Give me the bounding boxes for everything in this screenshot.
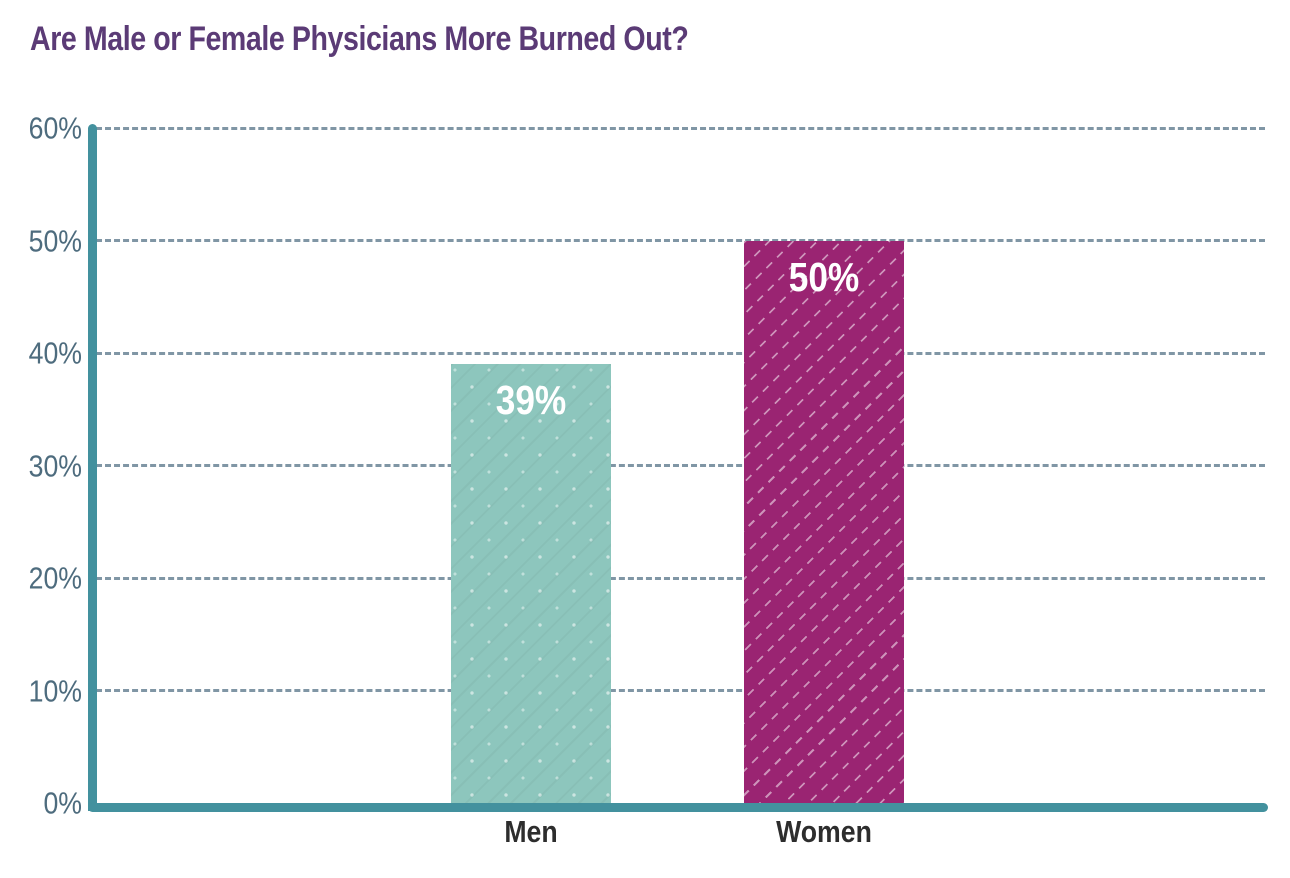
y-tick-label-50: 50% (28, 223, 82, 258)
y-tick-label-60: 60% (28, 110, 82, 146)
gridline-60 (96, 126, 1265, 130)
gridline-20 (96, 576, 1265, 580)
y-tick-label-10: 10% (28, 673, 82, 708)
bar-value-label-women: 50% (788, 253, 860, 300)
x-axis-line (88, 803, 1268, 812)
category-label-men: Men (504, 814, 558, 849)
gridline-40 (96, 351, 1265, 355)
bar-women: 50% (744, 240, 904, 807)
y-tick-label-0: 0% (43, 785, 82, 821)
chart-title: Are Male or Female Physicians More Burne… (30, 20, 689, 58)
bar-value-label-men: 39% (495, 377, 567, 424)
gridline-50 (96, 239, 1265, 242)
gridline-30 (96, 464, 1265, 467)
category-label-women: Women (776, 814, 872, 849)
bar-men: 39% (451, 364, 611, 807)
y-tick-label-30: 30% (28, 448, 82, 483)
y-axis-line (88, 124, 97, 811)
gridline-10 (96, 689, 1265, 692)
y-tick-label-40: 40% (28, 335, 82, 371)
y-tick-label-20: 20% (28, 560, 82, 596)
